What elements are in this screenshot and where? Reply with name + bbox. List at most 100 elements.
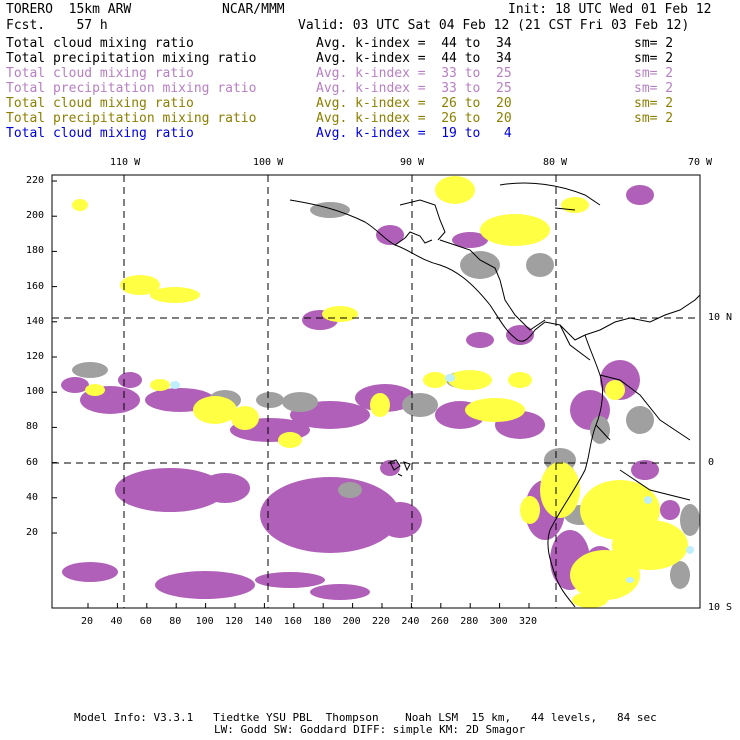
grid-lines bbox=[52, 175, 700, 608]
gray-cloud-region bbox=[526, 253, 554, 277]
legend-field: Total cloud mixing ratio bbox=[6, 36, 194, 51]
y-tick-label: 120 bbox=[26, 351, 45, 362]
gray-cloud-region bbox=[338, 482, 362, 498]
lon-label-90w: 90 W bbox=[400, 157, 425, 168]
x-tick-label: 60 bbox=[139, 616, 152, 627]
y-tick-label: 140 bbox=[26, 315, 45, 327]
tick-marks bbox=[52, 180, 530, 608]
legend-sm: sm= 2 bbox=[634, 96, 674, 111]
gray-cloud-region bbox=[670, 561, 690, 589]
yellow-cloud-region bbox=[612, 520, 688, 570]
legend-sm: sm= 2 bbox=[634, 36, 674, 51]
y-tick-label: 100 bbox=[26, 386, 45, 398]
x-tick-label: 140 bbox=[254, 616, 273, 627]
yellow-cloud-region bbox=[508, 372, 532, 388]
yellow-cloud-region bbox=[540, 462, 580, 518]
legend-range: Avg. k-index = 33 to 25 bbox=[316, 66, 512, 81]
coastline-mexico bbox=[289, 199, 433, 246]
gray-cloud-region bbox=[310, 202, 350, 218]
y-tick-label: 60 bbox=[26, 456, 39, 468]
y-tick-label: 40 bbox=[26, 491, 39, 503]
valid-time: Valid: 03 UTC Sat 04 Feb 12 (21 CST Fri … bbox=[298, 18, 690, 33]
legend-range: Avg. k-index = 33 to 25 bbox=[316, 81, 512, 96]
yellow-cloud-region bbox=[72, 199, 88, 211]
gray-cloud-region bbox=[72, 362, 108, 378]
lon-label-110w: 110 W bbox=[110, 157, 141, 168]
x-tick-label: 240 bbox=[401, 616, 420, 627]
purple-cloud-region bbox=[506, 325, 534, 345]
yellow-cloud-region bbox=[231, 406, 259, 430]
yellow-cloud-region bbox=[150, 287, 200, 303]
coastline-south-america-north bbox=[584, 294, 701, 336]
purple-cloud-region bbox=[115, 468, 225, 512]
legend-sm: sm= 2 bbox=[634, 81, 674, 96]
country-borders bbox=[559, 324, 691, 501]
lon-label-80w: 80 W bbox=[543, 157, 568, 168]
legend-range: Avg. k-index = 19 to 4 bbox=[316, 126, 512, 141]
yellow-cloud-region bbox=[150, 379, 170, 391]
yellow-cloud-region bbox=[278, 432, 302, 448]
coastline-cuba bbox=[499, 182, 601, 206]
gray-cloud-region bbox=[402, 393, 438, 417]
purple-cloud-region bbox=[62, 562, 118, 582]
legend-field: Total precipitation mixing ratio bbox=[6, 81, 257, 96]
yellow-cloud-region bbox=[193, 396, 237, 424]
legend-field: Total cloud mixing ratio bbox=[6, 66, 194, 81]
cyan-cloud-region bbox=[445, 374, 455, 382]
x-tick-label: 80 bbox=[169, 616, 182, 627]
legend-range: Avg. k-index = 44 to 34 bbox=[316, 36, 512, 51]
model-title: TORERO 15km ARW bbox=[6, 2, 132, 17]
gray-cloud-region bbox=[680, 504, 700, 536]
purple-cloud-region bbox=[118, 372, 142, 388]
x-tick-label: 120 bbox=[225, 616, 244, 627]
coastline-yucatan bbox=[399, 199, 446, 241]
yellow-cloud-region bbox=[480, 214, 550, 246]
lat-label-10s: 10 S bbox=[708, 602, 733, 613]
x-tick-label: 200 bbox=[342, 616, 361, 627]
purple-cloud-region bbox=[378, 502, 422, 538]
purple-cloud-region bbox=[631, 460, 659, 480]
x-tick-label: 180 bbox=[313, 616, 332, 627]
purple-cloud-region bbox=[452, 232, 488, 248]
lat-label-equator: 0 bbox=[708, 457, 715, 468]
x-tick-label: 20 bbox=[81, 616, 94, 627]
purple-cloud-region bbox=[376, 225, 404, 245]
purple-cloud-region bbox=[380, 460, 400, 476]
map-frame bbox=[51, 174, 701, 609]
cyan-cloud-region bbox=[686, 546, 694, 554]
init-time: Init: 18 UTC Wed 01 Feb 12 bbox=[508, 2, 712, 17]
cyan-cloud-region bbox=[644, 496, 652, 504]
y-tick-label: 180 bbox=[26, 245, 45, 257]
x-tick-label: 100 bbox=[195, 616, 214, 627]
cloud-fields bbox=[61, 176, 700, 608]
coastline-central-america bbox=[394, 244, 586, 342]
legend-range: Avg. k-index = 26 to 20 bbox=[316, 96, 512, 111]
purple-cloud-region bbox=[255, 572, 325, 588]
legend-sm: sm= 2 bbox=[634, 51, 674, 66]
coastline-caribbean bbox=[439, 239, 546, 331]
yellow-cloud-region bbox=[423, 372, 447, 388]
legend-field: Total cloud mixing ratio bbox=[6, 96, 194, 111]
physics-info: LW: Godd SW: Goddard DIFF: simple KM: 2D… bbox=[214, 723, 526, 736]
x-tick-label: 280 bbox=[460, 616, 479, 627]
yellow-cloud-region bbox=[561, 197, 589, 213]
purple-cloud-region bbox=[155, 571, 255, 599]
y-tick-label: 80 bbox=[26, 421, 39, 433]
legend-sm: sm= 2 bbox=[634, 111, 674, 126]
gray-cloud-region bbox=[626, 406, 654, 434]
gray-cloud-region bbox=[256, 392, 284, 408]
lon-label-100w: 100 W bbox=[253, 157, 284, 168]
yellow-cloud-region bbox=[605, 380, 625, 400]
x-tick-label: 160 bbox=[283, 616, 302, 627]
yellow-cloud-region bbox=[520, 496, 540, 524]
yellow-cloud-region bbox=[570, 550, 640, 600]
yellow-cloud-region bbox=[465, 398, 525, 422]
gray-cloud-region bbox=[282, 392, 318, 412]
yellow-cloud-region bbox=[120, 275, 160, 295]
y-tick-label: 160 bbox=[26, 280, 45, 292]
model-info: Model Info: V3.3.1 Tiedtke YSU PBL Thomp… bbox=[74, 711, 657, 724]
x-tick-label: 260 bbox=[430, 616, 449, 627]
x-tick-label: 40 bbox=[110, 616, 123, 627]
yellow-cloud-region bbox=[572, 592, 608, 608]
